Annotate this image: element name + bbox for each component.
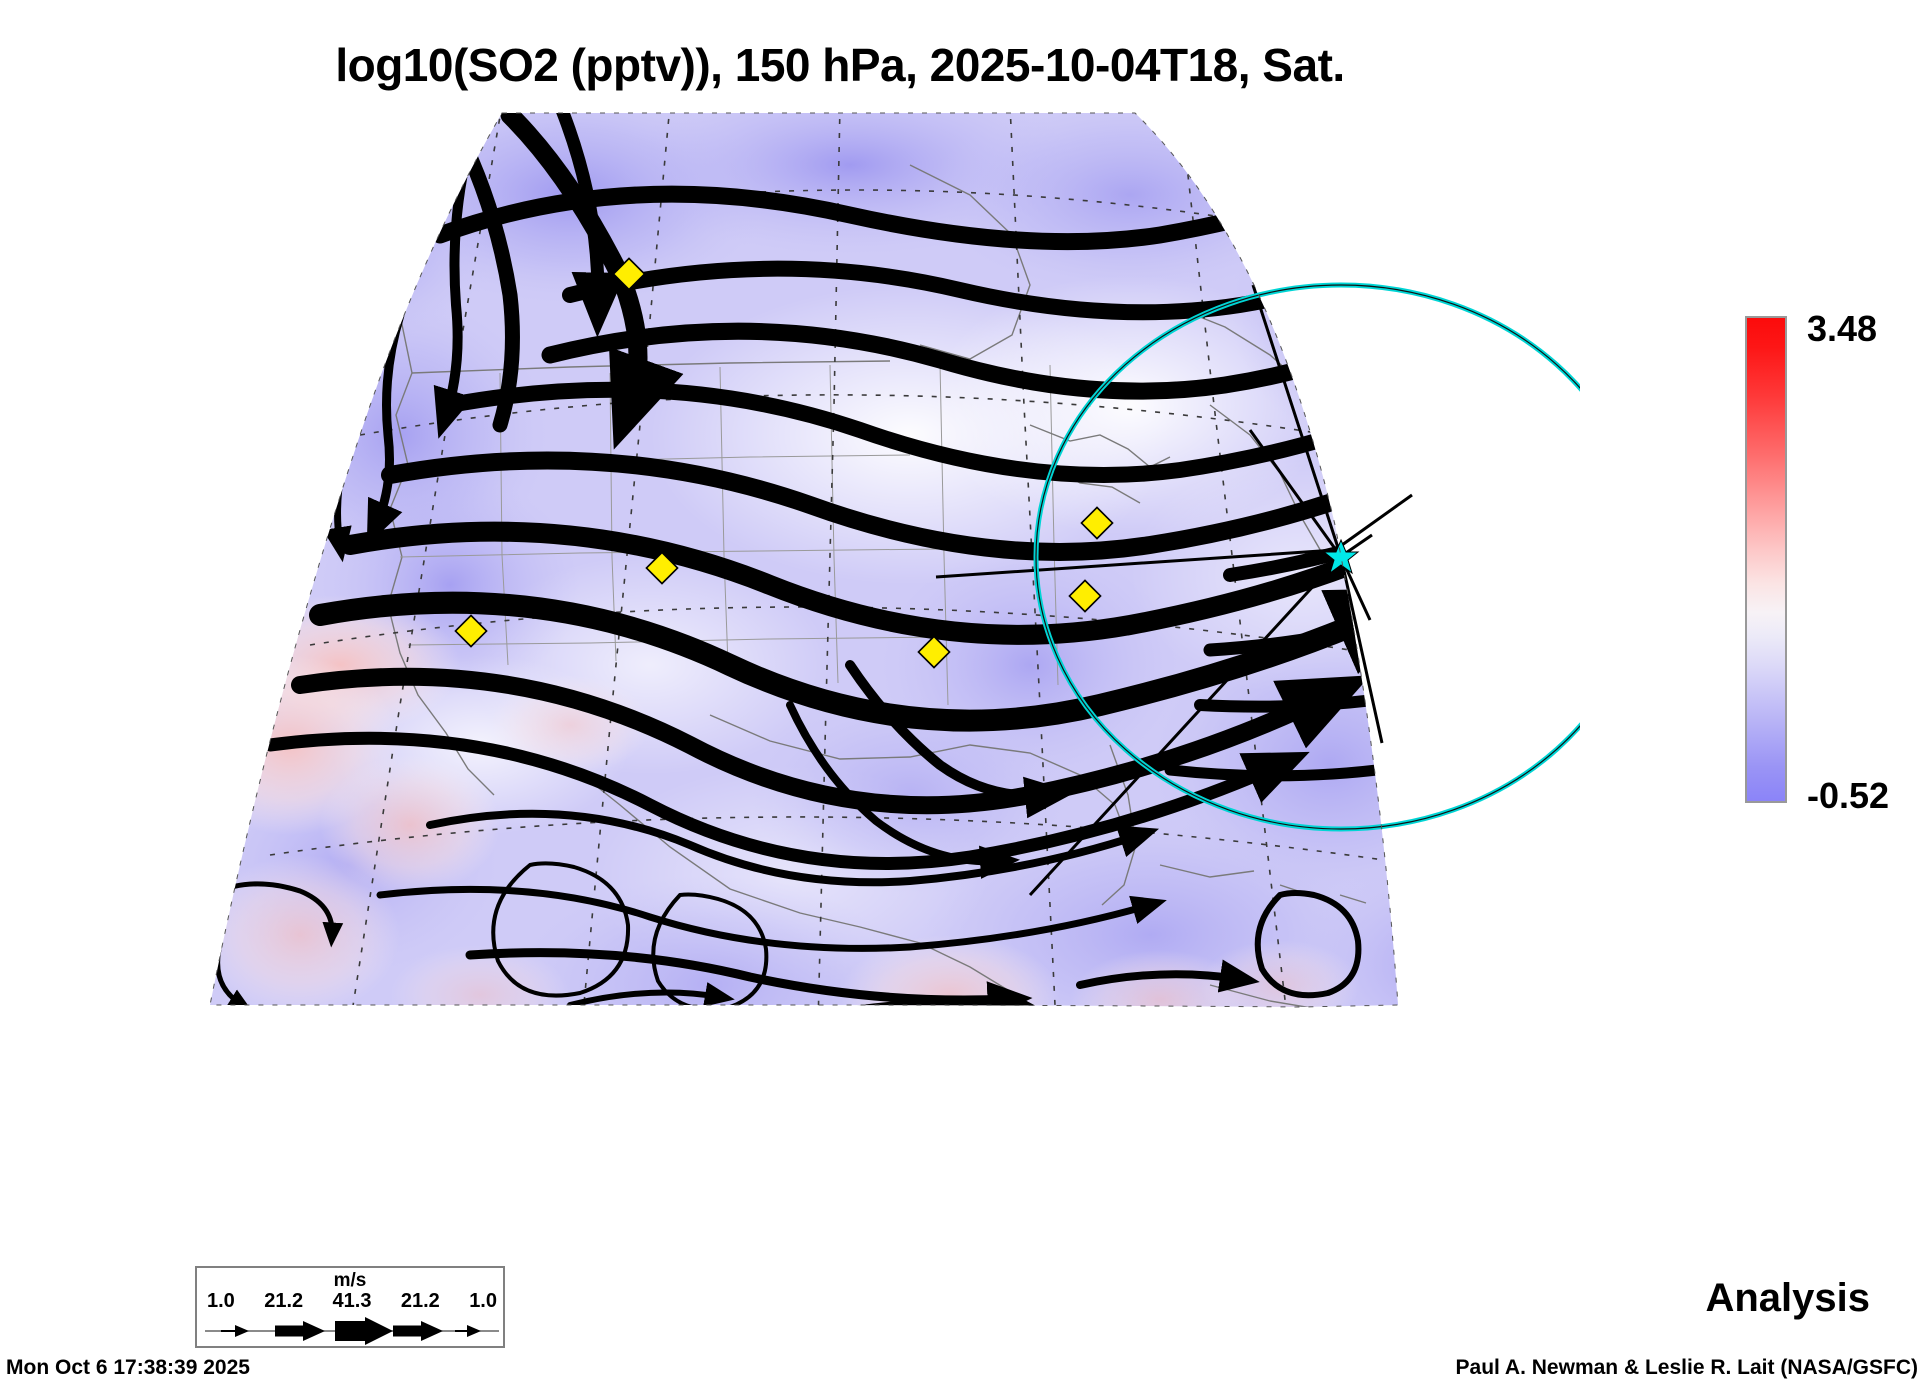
range-circle-outline (1035, 284, 1580, 830)
station-marker (645, 551, 679, 585)
map-panel (150, 105, 1580, 1025)
author-credit: Paul A. Newman & Leslie R. Lait (NASA/GS… (1455, 1356, 1918, 1379)
station-marker (612, 257, 646, 291)
station-marker (454, 614, 488, 648)
colorbar-gradient (1745, 316, 1787, 803)
wind-speed-legend: m/s 1.0 21.2 41.3 21.2 1.0 (195, 1266, 505, 1348)
cyan-star-marker (1322, 538, 1360, 575)
station-marker (917, 635, 951, 669)
so2-contour-field (210, 113, 1398, 1007)
wind-legend-arrow-scale (205, 1317, 499, 1345)
wind-legend-value: 21.2 (400, 1290, 440, 1312)
station-marker (1068, 579, 1102, 613)
wind-streamlines (210, 113, 1398, 1007)
wind-legend-value: 1.0 (207, 1290, 235, 1312)
colorbar-max-label: 3.48 (1807, 308, 1878, 349)
wind-legend-values: 1.0 21.2 41.3 21.2 1.0 (207, 1290, 497, 1313)
colorbar: 3.48 -0.52 (1745, 308, 1925, 816)
wind-legend-value: 21.2 (264, 1290, 304, 1312)
wind-legend-value: 41.3 (332, 1290, 372, 1312)
wind-legend-value: 1.0 (469, 1290, 497, 1312)
render-timestamp: Mon Oct 6 17:38:39 2025 (6, 1356, 250, 1379)
station-marker (1080, 506, 1114, 540)
wind-legend-unit-label: m/s (333, 1270, 367, 1291)
colorbar-min-label: -0.52 (1807, 775, 1890, 816)
analysis-label: Analysis (1705, 1276, 1870, 1320)
page-title: log10(SO2 (pptv)), 150 hPa, 2025-10-04T1… (335, 39, 1345, 91)
station-markers (454, 257, 1114, 669)
